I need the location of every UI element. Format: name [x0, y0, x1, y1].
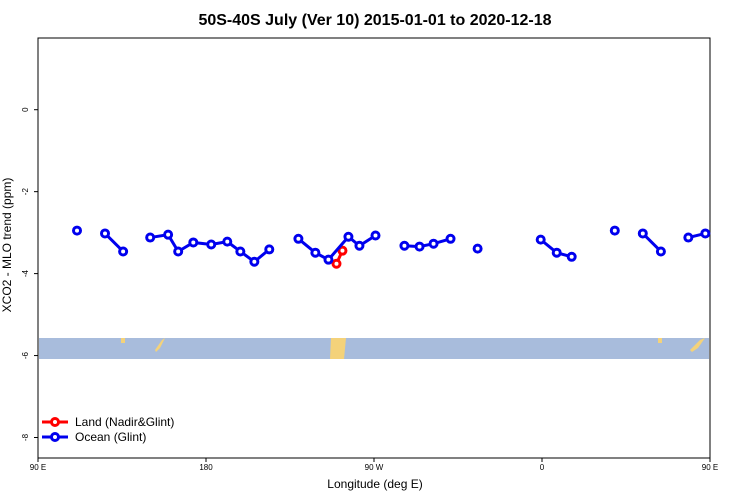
data-point	[472, 243, 483, 254]
data-point	[370, 230, 381, 241]
data-point	[428, 238, 439, 249]
data-point	[145, 232, 156, 243]
y-tick-label: -8	[21, 433, 30, 441]
land-patch	[121, 338, 125, 343]
data-point	[331, 258, 342, 269]
y-tick-label: -6	[21, 351, 30, 359]
data-point	[655, 246, 666, 257]
ocean-band	[39, 338, 709, 359]
legend-marker	[50, 417, 60, 427]
y-tick-label: -2	[21, 188, 30, 196]
land-strip	[39, 338, 709, 359]
series-line	[404, 237, 451, 249]
data-point	[310, 247, 321, 258]
x-tick-label: 0	[540, 463, 545, 472]
data-point	[445, 233, 456, 244]
data-point	[163, 229, 174, 240]
land-patch	[155, 338, 165, 352]
x-tick-label: 90 E	[702, 463, 718, 472]
data-point	[399, 240, 410, 251]
data-point	[235, 246, 246, 257]
data-point	[343, 231, 354, 242]
y-tick-label: 0	[21, 107, 30, 112]
data-point	[566, 251, 577, 262]
data-point	[100, 228, 111, 239]
data-point	[249, 256, 260, 267]
x-tick-label: 90 W	[365, 463, 384, 472]
land-patch	[658, 338, 662, 343]
legend-marker	[50, 432, 60, 442]
plot-frame	[37, 37, 711, 459]
data-point	[551, 247, 562, 258]
y-axis-label: XCO2 - MLO trend (ppm)	[0, 178, 14, 313]
x-axis-label: Longitude (deg E)	[327, 477, 422, 491]
data-point	[637, 228, 648, 239]
data-point	[118, 246, 129, 257]
data-point	[700, 228, 711, 239]
data-point	[206, 239, 217, 250]
data-point	[683, 232, 694, 243]
land-patch	[330, 338, 346, 359]
data-point	[222, 236, 233, 247]
data-point	[323, 254, 334, 265]
data-point	[337, 245, 348, 256]
data-point	[293, 233, 304, 244]
legend-label: Land (Nadir&Glint)	[75, 415, 174, 429]
data-point	[354, 240, 365, 251]
data-point	[414, 241, 425, 252]
data-point	[173, 246, 184, 257]
y-tick-label: -4	[21, 270, 30, 278]
data-point	[188, 237, 199, 248]
data-point	[72, 225, 83, 236]
chart-title: 50S-40S July (Ver 10) 2015-01-01 to 2020…	[198, 12, 551, 29]
x-tick-label: 90 E	[30, 463, 46, 472]
x-tick-label: 180	[199, 463, 213, 472]
land-patch	[690, 338, 705, 352]
data-point	[535, 234, 546, 245]
legend-label: Ocean (Glint)	[75, 430, 146, 444]
data-point	[609, 225, 620, 236]
data-point	[264, 244, 275, 255]
